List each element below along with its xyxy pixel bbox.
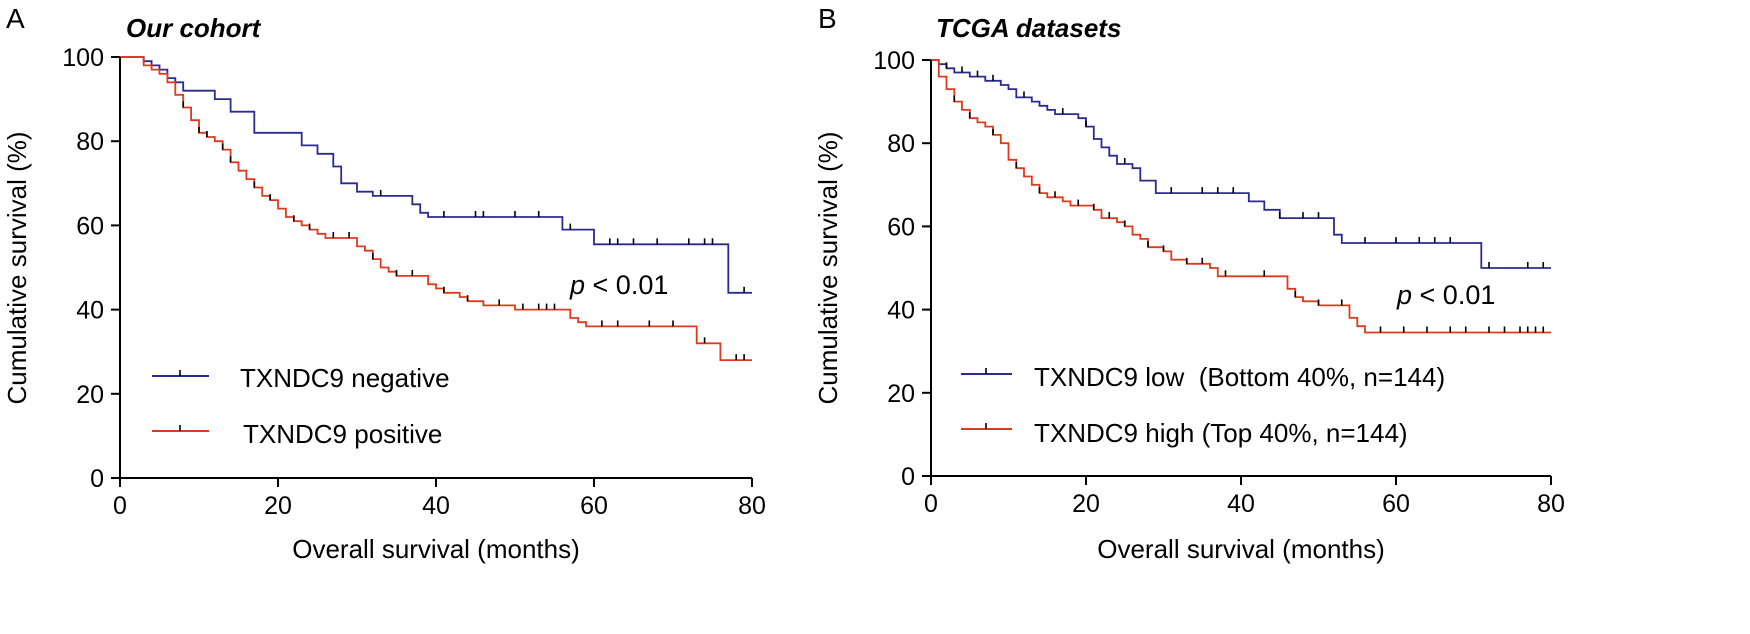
panel-b-legend: TXNDC9 low (Bottom 40%, n=144) TXNDC9 hi… bbox=[961, 362, 1445, 448]
panel-a-y-tick-label: 40 bbox=[76, 297, 104, 325]
panel-a-y-tick-label: 20 bbox=[76, 381, 104, 409]
panel-a-x-title: Overall survival (months) bbox=[292, 534, 580, 564]
legend-label-low: TXNDC9 low (Bottom 40%, n=144) bbox=[1034, 362, 1445, 392]
p-symbol: p bbox=[1396, 280, 1412, 310]
panel-a-x-tick-label: 40 bbox=[422, 492, 450, 520]
panel-b-curves bbox=[931, 59, 1551, 334]
panel-a-y-tick-label: 0 bbox=[90, 465, 104, 493]
panel-b: B TCGA datasets 0 20 40 60 80 0 20 40 60 80 100 Cu… bbox=[813, 3, 1565, 564]
panel-a: A Our cohort 0 20 40 60 80 0 20 40 60 80 100 Cumul… bbox=[2, 3, 766, 564]
p-threshold: < 0.01 bbox=[1412, 280, 1495, 310]
panel-b-y-tick-label: 20 bbox=[887, 380, 915, 408]
panel-a-x-tick-label: 60 bbox=[580, 492, 608, 520]
panel-b-ticks: 0 20 40 60 80 0 20 40 60 80 100 bbox=[873, 47, 1565, 518]
panel-a-curves bbox=[120, 56, 752, 361]
panel-b-y-tick-label: 40 bbox=[887, 297, 915, 325]
legend-label-high: TXNDC9 high (Top 40%, n=144) bbox=[1034, 418, 1408, 448]
legend-label-negative: TXNDC9 negative bbox=[240, 363, 450, 393]
p-threshold: < 0.01 bbox=[585, 270, 668, 300]
panel-b-x-title: Overall survival (months) bbox=[1097, 534, 1385, 564]
panel-a-y-title: Cumulative survival (%) bbox=[2, 131, 32, 404]
panel-a-curve-low bbox=[120, 56, 752, 294]
panel-letter-b: B bbox=[818, 3, 837, 34]
panel-b-x-tick-label: 40 bbox=[1227, 490, 1255, 518]
panel-a-legend: TXNDC9 negative TXNDC9 positive bbox=[152, 363, 450, 449]
panel-b-x-tick-label: 80 bbox=[1537, 490, 1565, 518]
legend-label-positive: TXNDC9 positive bbox=[243, 419, 442, 449]
panel-a-y-tick-label: 100 bbox=[62, 44, 104, 72]
p-symbol: p bbox=[569, 270, 585, 300]
panel-b-p-value: p < 0.01 bbox=[1396, 280, 1495, 310]
panel-a-x-tick-label: 80 bbox=[738, 492, 766, 520]
panel-b-x-tick-label: 20 bbox=[1072, 490, 1100, 518]
panel-a-curve-high bbox=[120, 56, 752, 361]
panel-b-y-title: Cumulative survival (%) bbox=[813, 131, 843, 404]
panel-b-y-tick-label: 60 bbox=[887, 213, 915, 241]
panel-b-x-tick-label: 0 bbox=[924, 490, 938, 518]
panel-b-y-tick-label: 100 bbox=[873, 47, 915, 75]
panel-b-y-tick-label: 0 bbox=[901, 463, 915, 491]
panel-a-x-tick-label: 20 bbox=[264, 492, 292, 520]
panel-a-y-tick-label: 80 bbox=[76, 128, 104, 156]
panel-b-x-tick-label: 60 bbox=[1382, 490, 1410, 518]
panel-a-y-tick-label: 60 bbox=[76, 212, 104, 240]
panel-a-ticks: 0 20 40 60 80 0 20 40 60 80 100 bbox=[62, 44, 766, 520]
panel-b-curve-low bbox=[931, 59, 1551, 269]
panel-b-y-tick-label: 80 bbox=[887, 130, 915, 158]
panel-a-x-tick-label: 0 bbox=[113, 492, 127, 520]
panel-a-title: Our cohort bbox=[126, 13, 262, 43]
panel-a-p-value: p < 0.01 bbox=[569, 270, 668, 300]
panel-letter-a: A bbox=[6, 3, 25, 34]
panel-b-title: TCGA datasets bbox=[936, 13, 1121, 43]
